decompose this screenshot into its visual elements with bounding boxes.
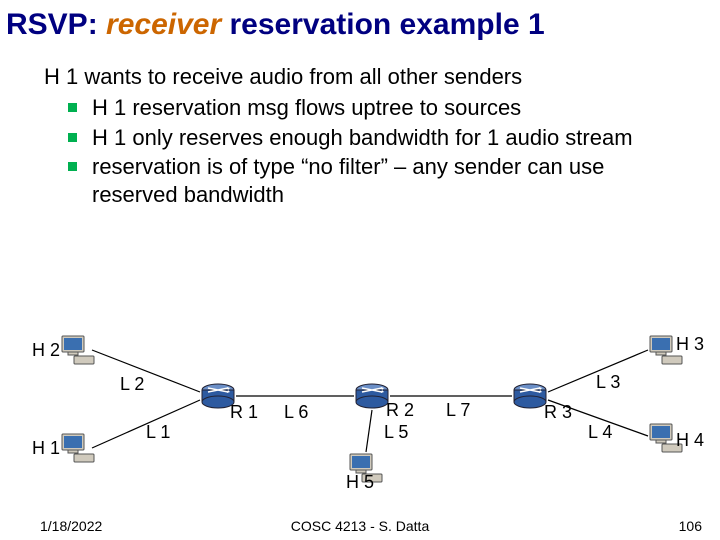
router-label: R 3: [544, 402, 572, 423]
slide-title: RSVP: receiver reservation example 1: [0, 0, 720, 46]
host-label: H 4: [676, 430, 704, 451]
host-icon: [60, 432, 96, 464]
title-pre: RSVP:: [6, 8, 106, 41]
bullet-item: H 1 reservation msg flows uptree to sour…: [68, 94, 690, 122]
host-label: H 2: [32, 340, 60, 361]
bullet-item: reservation is of type “no filter” – any…: [68, 153, 690, 208]
link-label: L 7: [446, 400, 470, 421]
host-label: H 5: [346, 472, 374, 493]
link-label: L 2: [120, 374, 144, 395]
link-label: L 3: [596, 372, 620, 393]
host-label: H 3: [676, 334, 704, 355]
bullet-item: H 1 only reserves enough bandwidth for 1…: [68, 124, 690, 152]
router-icon: [512, 382, 548, 410]
lead-text: H 1 wants to receive audio from all othe…: [44, 64, 690, 90]
footer-page-number: 106: [679, 518, 702, 534]
link-label: L 1: [146, 422, 170, 443]
link-label: L 6: [284, 402, 308, 423]
link-label: L 5: [384, 422, 408, 443]
title-em: receiver: [106, 8, 221, 41]
body: H 1 wants to receive audio from all othe…: [0, 46, 720, 208]
link-label: L 4: [588, 422, 612, 443]
footer-course: COSC 4213 - S. Datta: [0, 518, 720, 534]
bullet-list: H 1 reservation msg flows uptree to sour…: [68, 94, 690, 208]
host-label: H 1: [32, 438, 60, 459]
network-diagram: H 1 H 2 H 3 H 4 H 5 R 1 R 2 R 3: [0, 322, 720, 492]
host-icon: [60, 334, 96, 366]
router-icon: [354, 382, 390, 410]
router-label: R 2: [386, 400, 414, 421]
router-label: R 1: [230, 402, 258, 423]
title-post: reservation example 1: [221, 8, 545, 41]
